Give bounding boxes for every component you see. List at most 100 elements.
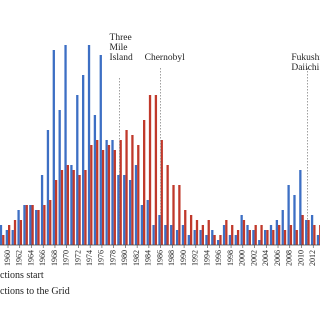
bar [37,210,40,245]
bar [295,230,298,245]
bar [213,235,216,245]
bar [66,165,69,245]
bar [316,235,320,245]
bar [242,220,246,245]
bar [8,225,11,245]
x-tick-label: 2000 [238,250,247,266]
bar [269,225,273,245]
bar [2,235,5,245]
bar [313,225,316,245]
bar [152,225,155,245]
bar [119,140,122,245]
bar [99,55,102,245]
bar [29,205,32,245]
bar [193,230,196,245]
bar [287,185,290,245]
bar [305,220,308,245]
bar [299,170,302,245]
bar [263,230,267,245]
bar [175,230,179,245]
bar [236,230,240,245]
bar [293,195,296,245]
bar [64,45,67,245]
bar [72,170,75,245]
x-tick-label: 1972 [73,250,82,266]
x-tick-label: 2006 [273,250,282,266]
bar [160,140,163,245]
bar [189,215,193,245]
bar [272,230,275,245]
bar [19,220,23,245]
bar [78,175,81,245]
bar [43,205,46,245]
x-tick-label: 1996 [214,250,223,266]
bar [52,50,55,245]
x-tick-label: 1962 [15,250,24,266]
legend-label: ctions start [0,270,44,281]
bar [31,205,34,245]
bar [76,95,79,245]
annotation-text: Mile [110,43,128,53]
bar [40,175,44,245]
x-tick-label: 1984 [144,250,153,266]
annotation-text: Three [110,33,132,43]
bar [301,215,304,245]
x-tick-label: 1976 [97,250,106,266]
bar [96,140,99,245]
bar [101,150,105,245]
bar [281,210,284,245]
bar [225,220,228,245]
bar [0,225,3,245]
bar [172,185,175,245]
x-tick-label: 1986 [155,250,164,266]
bar [13,220,17,245]
bar [248,230,251,245]
x-tick-label: 1990 [179,250,188,266]
bar [222,225,226,245]
x-tick-label: 1974 [85,250,94,266]
bar [113,150,116,245]
bar [199,230,202,245]
bar [283,230,287,245]
bar [111,140,114,245]
bar [260,225,263,245]
bar [90,145,93,245]
bar [93,115,97,245]
bar [82,75,85,245]
x-tick-label: 2002 [249,250,258,266]
bar [178,185,181,245]
bar [310,215,314,245]
bar [275,220,279,245]
bar [205,235,208,245]
bar [217,240,220,245]
bar [207,220,210,245]
bar [289,225,293,245]
bar [146,200,149,245]
bar [107,145,111,245]
bar [87,45,91,245]
bar [266,230,269,245]
x-tick-label: 2008 [285,250,294,266]
bar [195,220,199,245]
bar [134,165,138,245]
bar [128,180,132,245]
bar [143,120,146,245]
bar [54,180,58,245]
x-tick-label: 2012 [308,250,317,266]
bar [11,230,14,245]
bar [131,135,134,245]
x-tick-label: 2010 [296,250,305,266]
bar [184,210,187,245]
x-tick-label: 2004 [261,250,270,266]
annotation-text: Chernobyl [145,53,185,63]
x-tick-label: 1966 [38,250,47,266]
x-tick-label: 1960 [3,250,12,266]
bar [125,130,128,245]
bar [231,225,234,245]
bar [252,230,255,245]
x-tick-label: 1988 [167,250,176,266]
bar [23,205,26,245]
bar [258,240,261,245]
bar [154,95,158,245]
